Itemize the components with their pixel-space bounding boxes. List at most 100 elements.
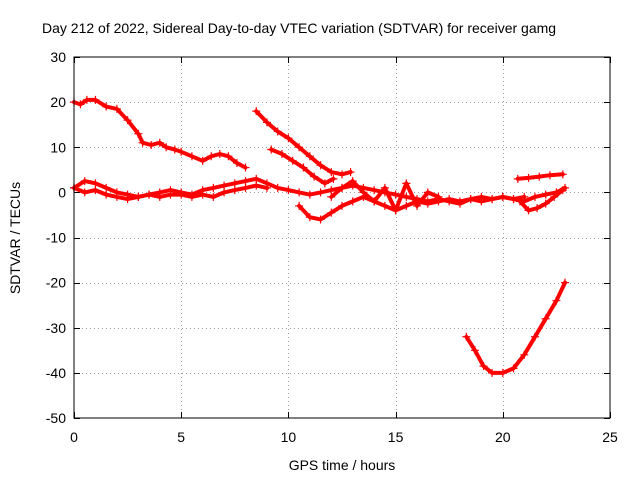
axis-ticks — [74, 57, 611, 419]
data-point — [338, 170, 346, 179]
data-point — [477, 192, 486, 201]
data-point — [513, 174, 522, 183]
data-point — [288, 156, 297, 165]
data-point — [145, 190, 154, 199]
data-point — [207, 152, 216, 161]
data-point — [224, 152, 233, 161]
series-track-7 — [327, 177, 443, 215]
data-point — [295, 201, 304, 210]
x-tick-label: 25 — [602, 429, 618, 445]
data-point — [82, 95, 91, 104]
series-line — [297, 194, 527, 222]
data-point — [187, 152, 196, 161]
data-point — [338, 183, 346, 192]
data-point — [134, 192, 143, 201]
data-point — [230, 179, 239, 188]
data-point — [488, 195, 497, 204]
data-point — [552, 296, 561, 305]
y-tick-labels: -50 -40 -30 -20 -10 0 10 20 30 — [46, 49, 66, 426]
data-point — [466, 195, 475, 204]
data-point — [391, 206, 400, 215]
series-track-1 — [70, 95, 250, 172]
y-tick-label: 20 — [50, 94, 66, 110]
x-tick-label: 5 — [177, 429, 185, 445]
data-point — [380, 201, 389, 210]
data-point — [402, 179, 411, 188]
data-point — [310, 172, 319, 181]
series-track-4 — [252, 107, 355, 179]
data-point — [535, 172, 544, 181]
data-point — [91, 95, 100, 104]
data-point — [509, 195, 518, 204]
data-point — [327, 192, 336, 201]
data-point — [320, 179, 329, 188]
data-point — [277, 150, 286, 159]
data-point — [445, 195, 454, 204]
data-point — [252, 174, 261, 183]
data-point — [241, 183, 250, 192]
data-point — [305, 190, 314, 199]
data-point — [80, 177, 89, 186]
data-point — [391, 190, 400, 199]
data-point — [187, 192, 196, 201]
data-point — [147, 140, 156, 149]
data-point — [346, 168, 355, 177]
data-point — [498, 368, 507, 377]
series-track-5 — [267, 145, 338, 188]
data-point — [498, 192, 507, 201]
data-point — [558, 170, 567, 179]
x-tick-label: 20 — [495, 429, 511, 445]
data-point — [530, 332, 539, 341]
series-line — [254, 109, 353, 177]
data-point — [273, 183, 282, 192]
series-track-3 — [70, 181, 271, 204]
x-tick-label: 10 — [281, 429, 297, 445]
data-point — [370, 197, 379, 206]
grid-lines — [74, 57, 610, 418]
data-point — [262, 183, 271, 192]
data-point — [177, 190, 186, 199]
series-track-2 — [70, 174, 569, 208]
data-point — [102, 102, 111, 111]
data-point — [316, 215, 325, 224]
data-point — [155, 138, 164, 147]
x-tick-labels: 0 5 10 15 20 25 — [70, 429, 618, 445]
data-point — [434, 192, 443, 201]
data-point — [262, 118, 271, 127]
y-tick-label: -30 — [46, 320, 66, 336]
x-tick-label: 15 — [388, 429, 404, 445]
data-point — [327, 168, 336, 177]
data-point — [509, 364, 518, 373]
data-point — [252, 181, 261, 190]
data-point — [267, 145, 276, 154]
data-point — [241, 163, 250, 172]
data-point — [413, 201, 422, 210]
data-point — [138, 138, 147, 147]
data-point — [91, 179, 100, 188]
data-point — [284, 186, 293, 195]
y-tick-label: -10 — [46, 230, 66, 246]
data-point — [241, 177, 250, 186]
data-point — [80, 188, 89, 197]
data-point — [112, 192, 121, 201]
data-point — [541, 199, 550, 208]
data-point — [455, 197, 464, 206]
data-point — [327, 208, 336, 217]
data-point — [327, 186, 336, 195]
x-axis-title: GPS time / hours — [289, 457, 396, 473]
data-point — [402, 192, 411, 201]
data-point — [329, 174, 338, 183]
data-point — [123, 116, 132, 125]
data-point — [470, 346, 479, 355]
data-point — [102, 190, 111, 199]
data-point — [273, 127, 282, 136]
data-point — [166, 190, 175, 199]
y-tick-label: 10 — [50, 139, 66, 155]
data-point — [102, 183, 111, 192]
x-tick-label: 0 — [70, 429, 78, 445]
y-tick-label: -50 — [46, 410, 66, 426]
data-point — [524, 206, 533, 215]
data-point — [316, 161, 325, 170]
series-track-9 — [513, 170, 567, 183]
